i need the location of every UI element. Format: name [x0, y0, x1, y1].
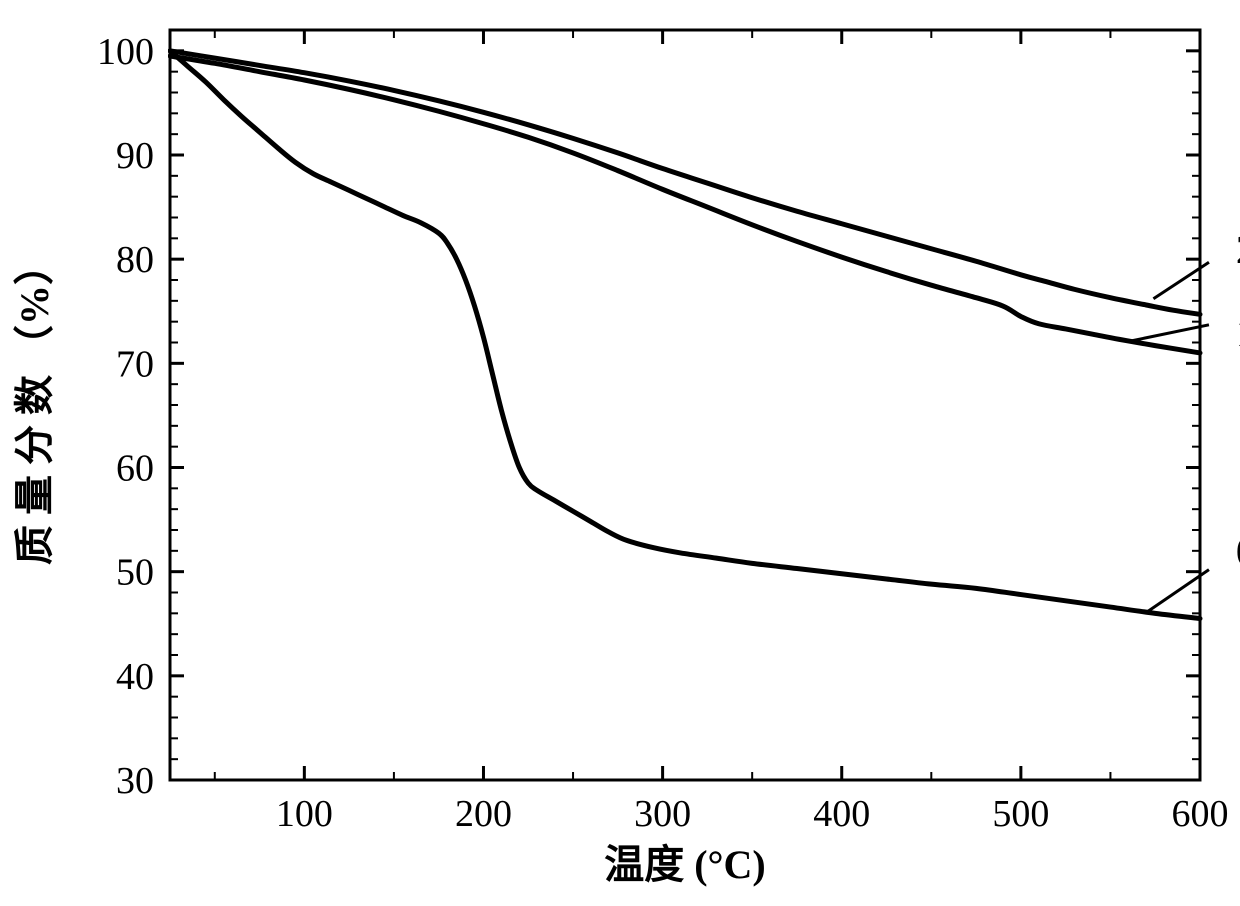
x-tick-label: 600 [1172, 793, 1229, 835]
annotation-label-1: 1 [1236, 310, 1240, 355]
y-tick-label: 60 [116, 448, 154, 490]
y-tick-label: 50 [116, 552, 154, 594]
x-tick-label: 500 [992, 793, 1049, 835]
annotation-label-2: 2 [1236, 227, 1240, 272]
x-tick-label: 200 [455, 793, 512, 835]
y-axis-label: 质 量 分 数 （%） [12, 245, 57, 565]
y-tick-label: 80 [116, 239, 154, 281]
y-tick-label: 70 [116, 343, 154, 385]
x-tick-label: 100 [276, 793, 333, 835]
y-tick-label: 100 [97, 31, 154, 73]
tga-chart: 100 200 300 400 500 600 30 40 50 60 70 80 90 100 2 1 0 温度… [0, 0, 1240, 906]
y-tick-label: 90 [116, 135, 154, 177]
x-tick-label: 300 [634, 793, 691, 835]
chart-svg: 100 200 300 400 500 600 30 40 50 60 70 80 90 100 2 1 0 温度… [0, 0, 1240, 906]
y-tick-label: 30 [116, 760, 154, 802]
x-tick-label: 400 [813, 793, 870, 835]
annotation-label-0: 0 [1236, 529, 1240, 574]
y-tick-label: 40 [116, 656, 154, 698]
x-axis-label: 温度 (°C) [604, 842, 766, 887]
